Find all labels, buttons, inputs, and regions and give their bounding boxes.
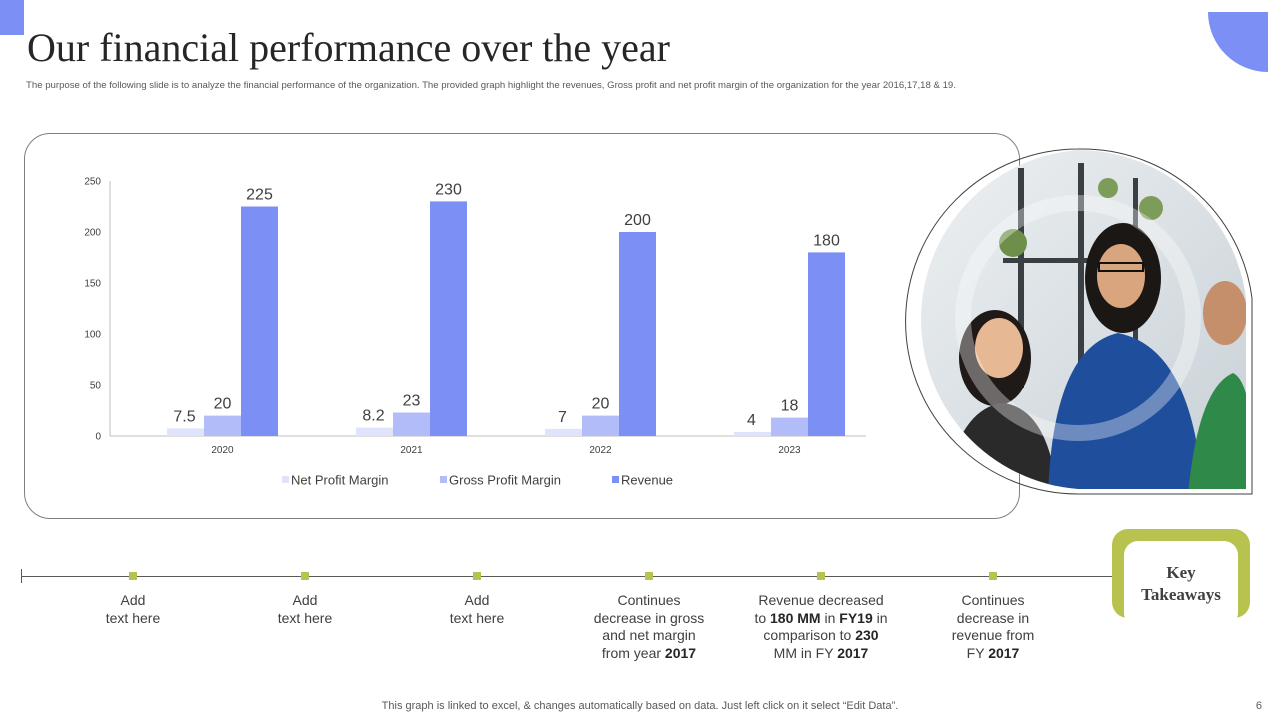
timeline-text: Revenue decreased to 180 MM in FY19 in com… <box>754 592 888 661</box>
page-number: 6 <box>1255 700 1262 712</box>
team-photo-icon <box>905 148 1253 495</box>
y-tick-label: 200 <box>84 228 101 239</box>
data-label: 8.2 <box>362 408 384 425</box>
y-tick-label: 250 <box>84 177 101 188</box>
x-tick-label: 2023 <box>778 445 801 456</box>
data-label: 23 <box>403 393 421 410</box>
bar-net-profit-margin <box>356 427 393 436</box>
x-tick-label: 2020 <box>211 445 234 456</box>
y-tick-label: 0 <box>95 432 101 443</box>
timeline-text: Add text here <box>449 592 505 626</box>
bar-revenue <box>241 206 278 436</box>
bar-gross-profit-margin <box>771 417 808 436</box>
timeline-text: Add text here <box>277 592 333 626</box>
bar-gross-profit-margin <box>582 415 619 436</box>
bar-net-profit-margin <box>167 428 204 436</box>
key-takeaways-label: Key Takeaways <box>1124 541 1238 627</box>
bar-net-profit-margin <box>545 428 582 436</box>
bar-gross-profit-margin <box>204 415 241 436</box>
data-label: 200 <box>624 212 651 229</box>
x-tick-label: 2021 <box>400 445 423 456</box>
data-label: 20 <box>214 396 232 413</box>
corner-accent-square <box>0 0 24 35</box>
bar-chart[interactable]: 0 50 100 150 200 250 7.5 20 225 2020 8.2 23 230 2021 7… <box>0 0 1280 540</box>
timeline-marker <box>645 572 653 580</box>
timeline-text: Continues decrease in revenue from FY 2017 <box>951 592 1035 661</box>
data-label: 20 <box>592 396 610 413</box>
legend-label: Gross Profit Margin <box>449 473 561 488</box>
timeline-marker <box>301 572 309 580</box>
timeline-text: Add text here <box>105 592 161 626</box>
legend-label: Revenue <box>621 473 673 488</box>
timeline-marker <box>129 572 137 580</box>
bar-revenue <box>808 252 845 436</box>
timeline-line <box>22 576 1114 577</box>
data-label: 180 <box>813 232 840 249</box>
data-label: 7 <box>558 409 567 426</box>
timeline-marker <box>989 572 997 580</box>
y-tick-label: 50 <box>90 381 102 392</box>
bar-revenue <box>619 232 656 436</box>
legend-swatch <box>282 476 289 483</box>
bar-gross-profit-margin <box>393 412 430 436</box>
data-label: 4 <box>747 412 756 429</box>
timeline-marker <box>473 572 481 580</box>
bar-revenue <box>430 201 467 436</box>
page-title: Our financial performance over the year <box>27 25 670 70</box>
page-subtitle: The purpose of the following slide is to… <box>26 80 956 91</box>
y-tick-label: 150 <box>84 279 101 290</box>
data-label: 230 <box>435 181 462 198</box>
timeline-marker <box>817 572 825 580</box>
timeline-text: Continues decrease in gross and net margin… <box>593 592 705 661</box>
bar-net-profit-margin <box>734 431 771 436</box>
legend-label: Net Profit Margin <box>291 473 389 488</box>
data-label: 7.5 <box>173 408 195 425</box>
legend-swatch <box>440 476 447 483</box>
data-label: 225 <box>246 187 273 204</box>
y-tick-label: 100 <box>84 330 101 341</box>
data-label: 18 <box>781 398 799 415</box>
timeline-start-tick <box>21 569 22 583</box>
footer-note: This graph is linked to excel, & changes… <box>381 700 899 712</box>
legend-swatch <box>612 476 619 483</box>
x-tick-label: 2022 <box>589 445 612 456</box>
